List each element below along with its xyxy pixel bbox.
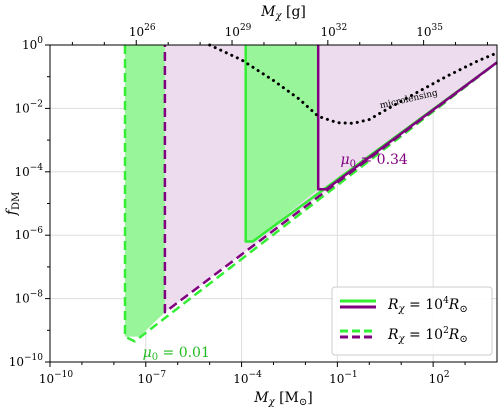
region-2 — [245, 45, 319, 242]
legend: Rχ = 104R⊙ Rχ = 102R⊙ — [331, 286, 493, 356]
y-tick-label: 100 — [22, 36, 43, 52]
shaded-regions — [125, 45, 497, 337]
ticks — [45, 40, 488, 367]
x-axis-title: Mχ [M⊙] — [253, 390, 313, 408]
annotation-mu-0.34: μ0 = 0.34 — [341, 152, 408, 170]
x-tick-label: 10−4 — [233, 370, 262, 386]
legend-entry-solid: Rχ = 104R⊙ — [340, 296, 468, 315]
y-tick-label: 10−6 — [14, 226, 43, 242]
top-tick-label: 1035 — [416, 23, 443, 39]
x-tick-label: 102 — [429, 370, 450, 386]
y-axis-title: fDM — [4, 192, 22, 216]
top-tick-label: 1026 — [129, 23, 156, 39]
legend-label-dashed: Rχ = 102R⊙ — [387, 326, 468, 345]
top-axis-title: Mχ [g] — [260, 4, 306, 22]
top-tick-label: 1032 — [320, 23, 347, 39]
series-purple-solid — [316, 45, 498, 191]
y-tick-label: 10−8 — [14, 290, 43, 306]
y-tick-label: 10−2 — [14, 99, 43, 115]
series-green-dashed — [123, 45, 498, 343]
tick-labels: 10−10 10−7 10−4 10−1 102 100 10−2 10−4 10−6 10−8 1… — [9, 23, 450, 386]
legend-label-solid: Rχ = 104R⊙ — [387, 296, 468, 315]
region-0 — [125, 45, 165, 337]
region-3 — [318, 45, 497, 190]
x-tick-label: 10−7 — [138, 370, 167, 386]
top-tick-label: 1029 — [225, 23, 252, 39]
x-tick-label: 10−1 — [329, 370, 358, 386]
y-tick-label: 10−4 — [14, 163, 43, 179]
x-tick-label: 10−10 — [39, 370, 74, 386]
legend-entry-dashed: Rχ = 102R⊙ — [340, 326, 468, 345]
series-lines — [123, 43, 499, 343]
annotation-mu-0.01: μ0 = 0.01 — [143, 345, 210, 363]
series-black-dotted — [208, 43, 499, 125]
y-tick-label: 10−10 — [9, 353, 44, 369]
